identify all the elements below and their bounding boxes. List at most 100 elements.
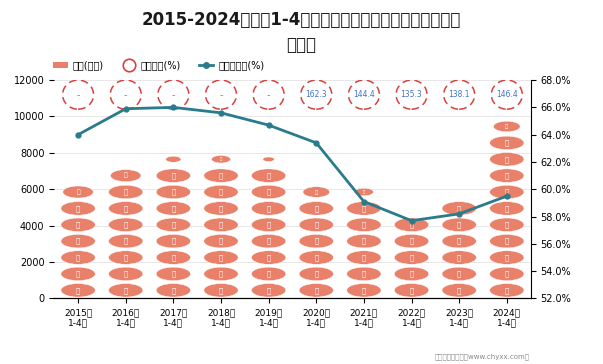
Ellipse shape — [490, 185, 524, 199]
Ellipse shape — [251, 284, 286, 297]
Ellipse shape — [204, 234, 238, 248]
Ellipse shape — [394, 218, 429, 232]
Ellipse shape — [490, 284, 524, 297]
Ellipse shape — [490, 202, 524, 215]
Text: 债: 债 — [171, 254, 175, 261]
Text: 债: 债 — [457, 238, 461, 245]
Ellipse shape — [156, 234, 191, 248]
Text: 债: 债 — [362, 287, 366, 294]
Text: 债: 债 — [124, 221, 128, 228]
Ellipse shape — [166, 156, 181, 162]
Text: 债: 债 — [267, 189, 271, 195]
Ellipse shape — [251, 169, 286, 182]
Text: 债: 债 — [219, 270, 223, 277]
Ellipse shape — [61, 251, 95, 264]
Text: 债: 债 — [457, 221, 461, 228]
Ellipse shape — [204, 267, 238, 281]
Ellipse shape — [355, 188, 373, 196]
Text: 债: 债 — [505, 254, 509, 261]
Ellipse shape — [394, 251, 429, 264]
Text: 债: 债 — [363, 190, 365, 194]
Text: 146.4: 146.4 — [496, 90, 518, 99]
Ellipse shape — [156, 202, 191, 215]
Text: 债: 债 — [505, 205, 509, 212]
Text: 债: 债 — [267, 270, 271, 277]
Ellipse shape — [110, 170, 141, 182]
Text: 债: 债 — [171, 189, 175, 195]
Ellipse shape — [490, 218, 524, 232]
Text: 144.4: 144.4 — [353, 90, 375, 99]
Ellipse shape — [61, 234, 95, 248]
Ellipse shape — [204, 185, 238, 199]
Text: 债: 债 — [171, 270, 175, 277]
Text: 债: 债 — [76, 189, 80, 195]
Text: 债: 债 — [457, 270, 461, 277]
Text: 债: 债 — [76, 205, 80, 212]
Text: 债: 债 — [505, 238, 509, 245]
Ellipse shape — [204, 251, 238, 264]
Text: 债: 债 — [171, 205, 175, 212]
Text: 债: 债 — [362, 254, 366, 261]
Text: 债: 债 — [457, 287, 461, 294]
Text: 债: 债 — [124, 254, 128, 261]
Text: 统计图: 统计图 — [286, 36, 317, 54]
Ellipse shape — [156, 169, 191, 182]
Ellipse shape — [156, 218, 191, 232]
Text: 债: 债 — [505, 156, 509, 163]
Text: 135.3: 135.3 — [400, 90, 423, 99]
Ellipse shape — [156, 185, 191, 199]
Text: 债: 债 — [505, 270, 509, 277]
Ellipse shape — [299, 202, 333, 215]
Ellipse shape — [204, 202, 238, 215]
Text: 制图：智研咨询（www.chyxx.com）: 制图：智研咨询（www.chyxx.com） — [435, 354, 530, 360]
Ellipse shape — [394, 284, 429, 297]
Ellipse shape — [251, 267, 286, 281]
Ellipse shape — [442, 218, 476, 232]
Ellipse shape — [442, 202, 476, 215]
Ellipse shape — [299, 218, 333, 232]
Text: 债: 债 — [409, 287, 414, 294]
Text: 债: 债 — [267, 238, 271, 245]
Ellipse shape — [490, 234, 524, 248]
Text: 债: 债 — [314, 287, 318, 294]
Text: 债: 债 — [219, 205, 223, 212]
Text: 债: 债 — [505, 124, 508, 129]
Text: 债: 债 — [457, 254, 461, 261]
Ellipse shape — [109, 284, 143, 297]
Text: 债: 债 — [362, 205, 366, 212]
Text: 债: 债 — [505, 139, 509, 146]
Text: 债: 债 — [362, 270, 366, 277]
Text: 债: 债 — [219, 238, 223, 245]
Ellipse shape — [490, 169, 524, 182]
Text: 债: 债 — [409, 238, 414, 245]
Ellipse shape — [347, 218, 381, 232]
Ellipse shape — [156, 267, 191, 281]
Ellipse shape — [347, 202, 381, 215]
Ellipse shape — [442, 267, 476, 281]
Ellipse shape — [347, 267, 381, 281]
Text: 债: 债 — [362, 221, 366, 228]
Text: 债: 债 — [76, 221, 80, 228]
Text: 债: 债 — [505, 287, 509, 294]
Ellipse shape — [61, 218, 95, 232]
Ellipse shape — [61, 202, 95, 215]
Ellipse shape — [251, 218, 286, 232]
Text: 债: 债 — [267, 172, 271, 179]
Ellipse shape — [204, 284, 238, 297]
Text: -: - — [219, 90, 223, 100]
Text: 债: 债 — [124, 270, 128, 277]
Text: 债: 债 — [76, 254, 80, 261]
Text: 债: 债 — [314, 221, 318, 228]
Ellipse shape — [109, 267, 143, 281]
Text: 债: 债 — [124, 173, 128, 178]
Text: 债: 债 — [409, 254, 414, 261]
Ellipse shape — [109, 251, 143, 264]
Text: 债: 债 — [124, 238, 128, 245]
Ellipse shape — [204, 218, 238, 232]
Ellipse shape — [442, 234, 476, 248]
Ellipse shape — [263, 157, 274, 162]
Text: 债: 债 — [219, 189, 223, 195]
Text: -: - — [172, 90, 175, 100]
Ellipse shape — [109, 218, 143, 232]
Text: 债: 债 — [220, 157, 222, 161]
